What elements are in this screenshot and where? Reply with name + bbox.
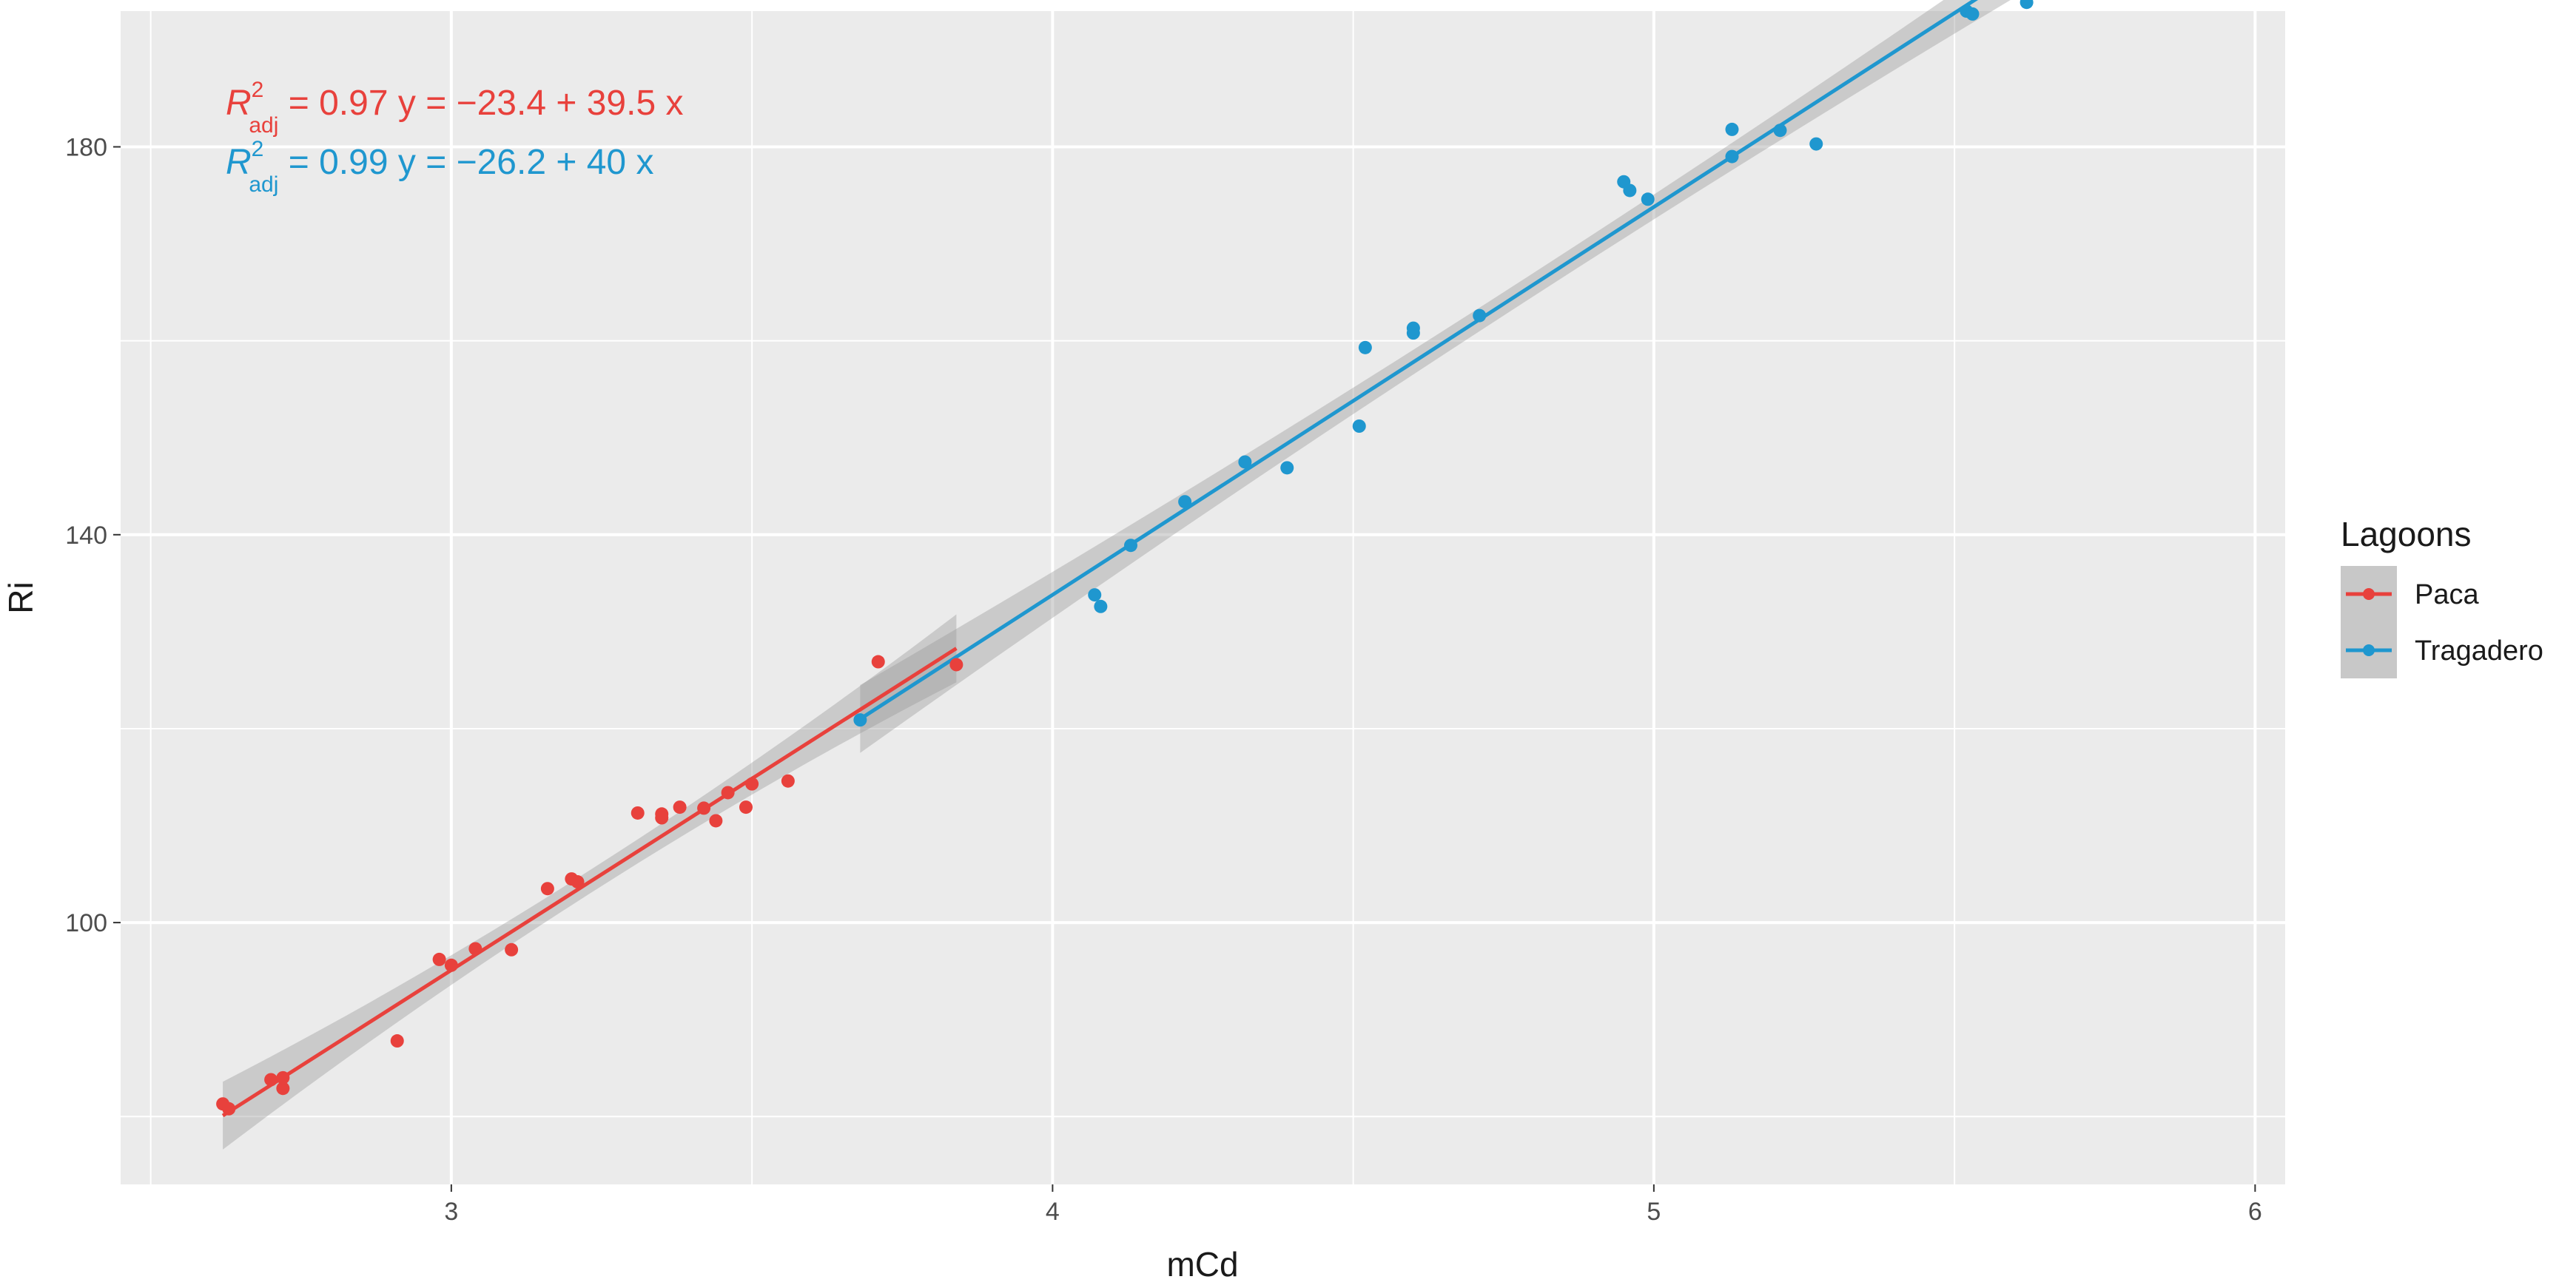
data-point-paca bbox=[697, 801, 711, 815]
data-point-tragadero bbox=[1358, 340, 1372, 354]
legend-point-paca bbox=[2363, 588, 2375, 600]
equation-label-paca: R2 adj = 0.97 y = −23.4 + 39.5 x bbox=[226, 78, 683, 138]
data-point-paca bbox=[739, 800, 753, 814]
data-point-paca bbox=[871, 655, 885, 669]
data-point-tragadero bbox=[2020, 0, 2034, 10]
data-point-tragadero bbox=[1809, 137, 1823, 151]
data-points bbox=[216, 0, 2034, 1116]
data-point-paca bbox=[390, 1034, 404, 1048]
data-point-paca bbox=[709, 814, 723, 828]
data-point-tragadero bbox=[1965, 7, 1980, 21]
data-point-paca bbox=[444, 958, 458, 972]
data-point-tragadero bbox=[1352, 419, 1366, 433]
data-point-paca bbox=[432, 952, 446, 966]
grid-minor bbox=[121, 11, 2285, 1184]
data-point-paca bbox=[571, 875, 585, 889]
data-point-tragadero bbox=[1773, 124, 1787, 138]
data-point-paca bbox=[222, 1102, 236, 1116]
data-point-paca bbox=[276, 1082, 290, 1096]
plot-background bbox=[121, 11, 2285, 1184]
grid-major bbox=[121, 11, 2285, 1184]
data-point-tragadero bbox=[1641, 192, 1655, 206]
data-point-tragadero bbox=[1725, 149, 1739, 163]
data-point-paca bbox=[745, 777, 759, 791]
data-point-paca bbox=[949, 658, 964, 672]
y-tick-label: 180 bbox=[65, 134, 107, 162]
equation-label-tragadero: R2 adj = 0.99 y = −26.2 + 40 x bbox=[226, 137, 653, 197]
data-point-tragadero bbox=[1238, 455, 1252, 469]
legend-point-tragadero bbox=[2363, 644, 2375, 656]
data-point-paca bbox=[673, 800, 687, 814]
data-point-tragadero bbox=[1124, 539, 1137, 553]
data-point-paca bbox=[630, 806, 645, 820]
data-point-tragadero bbox=[853, 713, 867, 727]
legend: Lagoons Paca Tragadero bbox=[2341, 515, 2543, 678]
fit-line-tragadero bbox=[859, 0, 1979, 721]
data-point-tragadero bbox=[1178, 495, 1192, 509]
data-point-paca bbox=[781, 774, 795, 788]
data-point-tragadero bbox=[1406, 321, 1420, 335]
x-tick-label: 5 bbox=[1647, 1198, 1661, 1226]
fit-line-paca bbox=[221, 647, 958, 1118]
data-point-tragadero bbox=[1725, 122, 1739, 136]
data-point-tragadero bbox=[1473, 308, 1487, 323]
data-point-paca bbox=[540, 882, 554, 896]
y-tick-label: 140 bbox=[65, 522, 107, 550]
legend-label-paca: Paca bbox=[2415, 579, 2479, 610]
legend-title: Lagoons bbox=[2341, 515, 2472, 553]
x-tick-label: 4 bbox=[1046, 1198, 1060, 1226]
data-point-paca bbox=[655, 811, 669, 825]
y-axis-title: Ri bbox=[1, 581, 40, 613]
data-point-paca bbox=[468, 942, 482, 956]
x-axis-title: mCd bbox=[1166, 1245, 1238, 1284]
data-point-tragadero bbox=[1088, 588, 1102, 602]
fit-lines bbox=[221, 0, 1979, 1118]
y-tick-label: 100 bbox=[65, 909, 107, 937]
data-point-paca bbox=[505, 942, 519, 957]
legend-label-tragadero: Tragadero bbox=[2415, 635, 2543, 667]
x-tick-label: 3 bbox=[444, 1198, 458, 1226]
data-point-paca bbox=[276, 1070, 290, 1085]
equation-annotations: R2 adj = 0.97 y = −23.4 + 39.5 xR2 adj = 0… bbox=[226, 78, 683, 197]
data-point-tragadero bbox=[1623, 183, 1637, 198]
data-point-tragadero bbox=[1280, 461, 1294, 475]
axes: 3 4 5 6 100 140 180 bbox=[65, 134, 2262, 1226]
data-point-paca bbox=[721, 786, 735, 800]
data-point-tragadero bbox=[1094, 599, 1108, 613]
x-tick-label: 6 bbox=[2248, 1198, 2262, 1226]
data-point-paca bbox=[264, 1073, 278, 1087]
